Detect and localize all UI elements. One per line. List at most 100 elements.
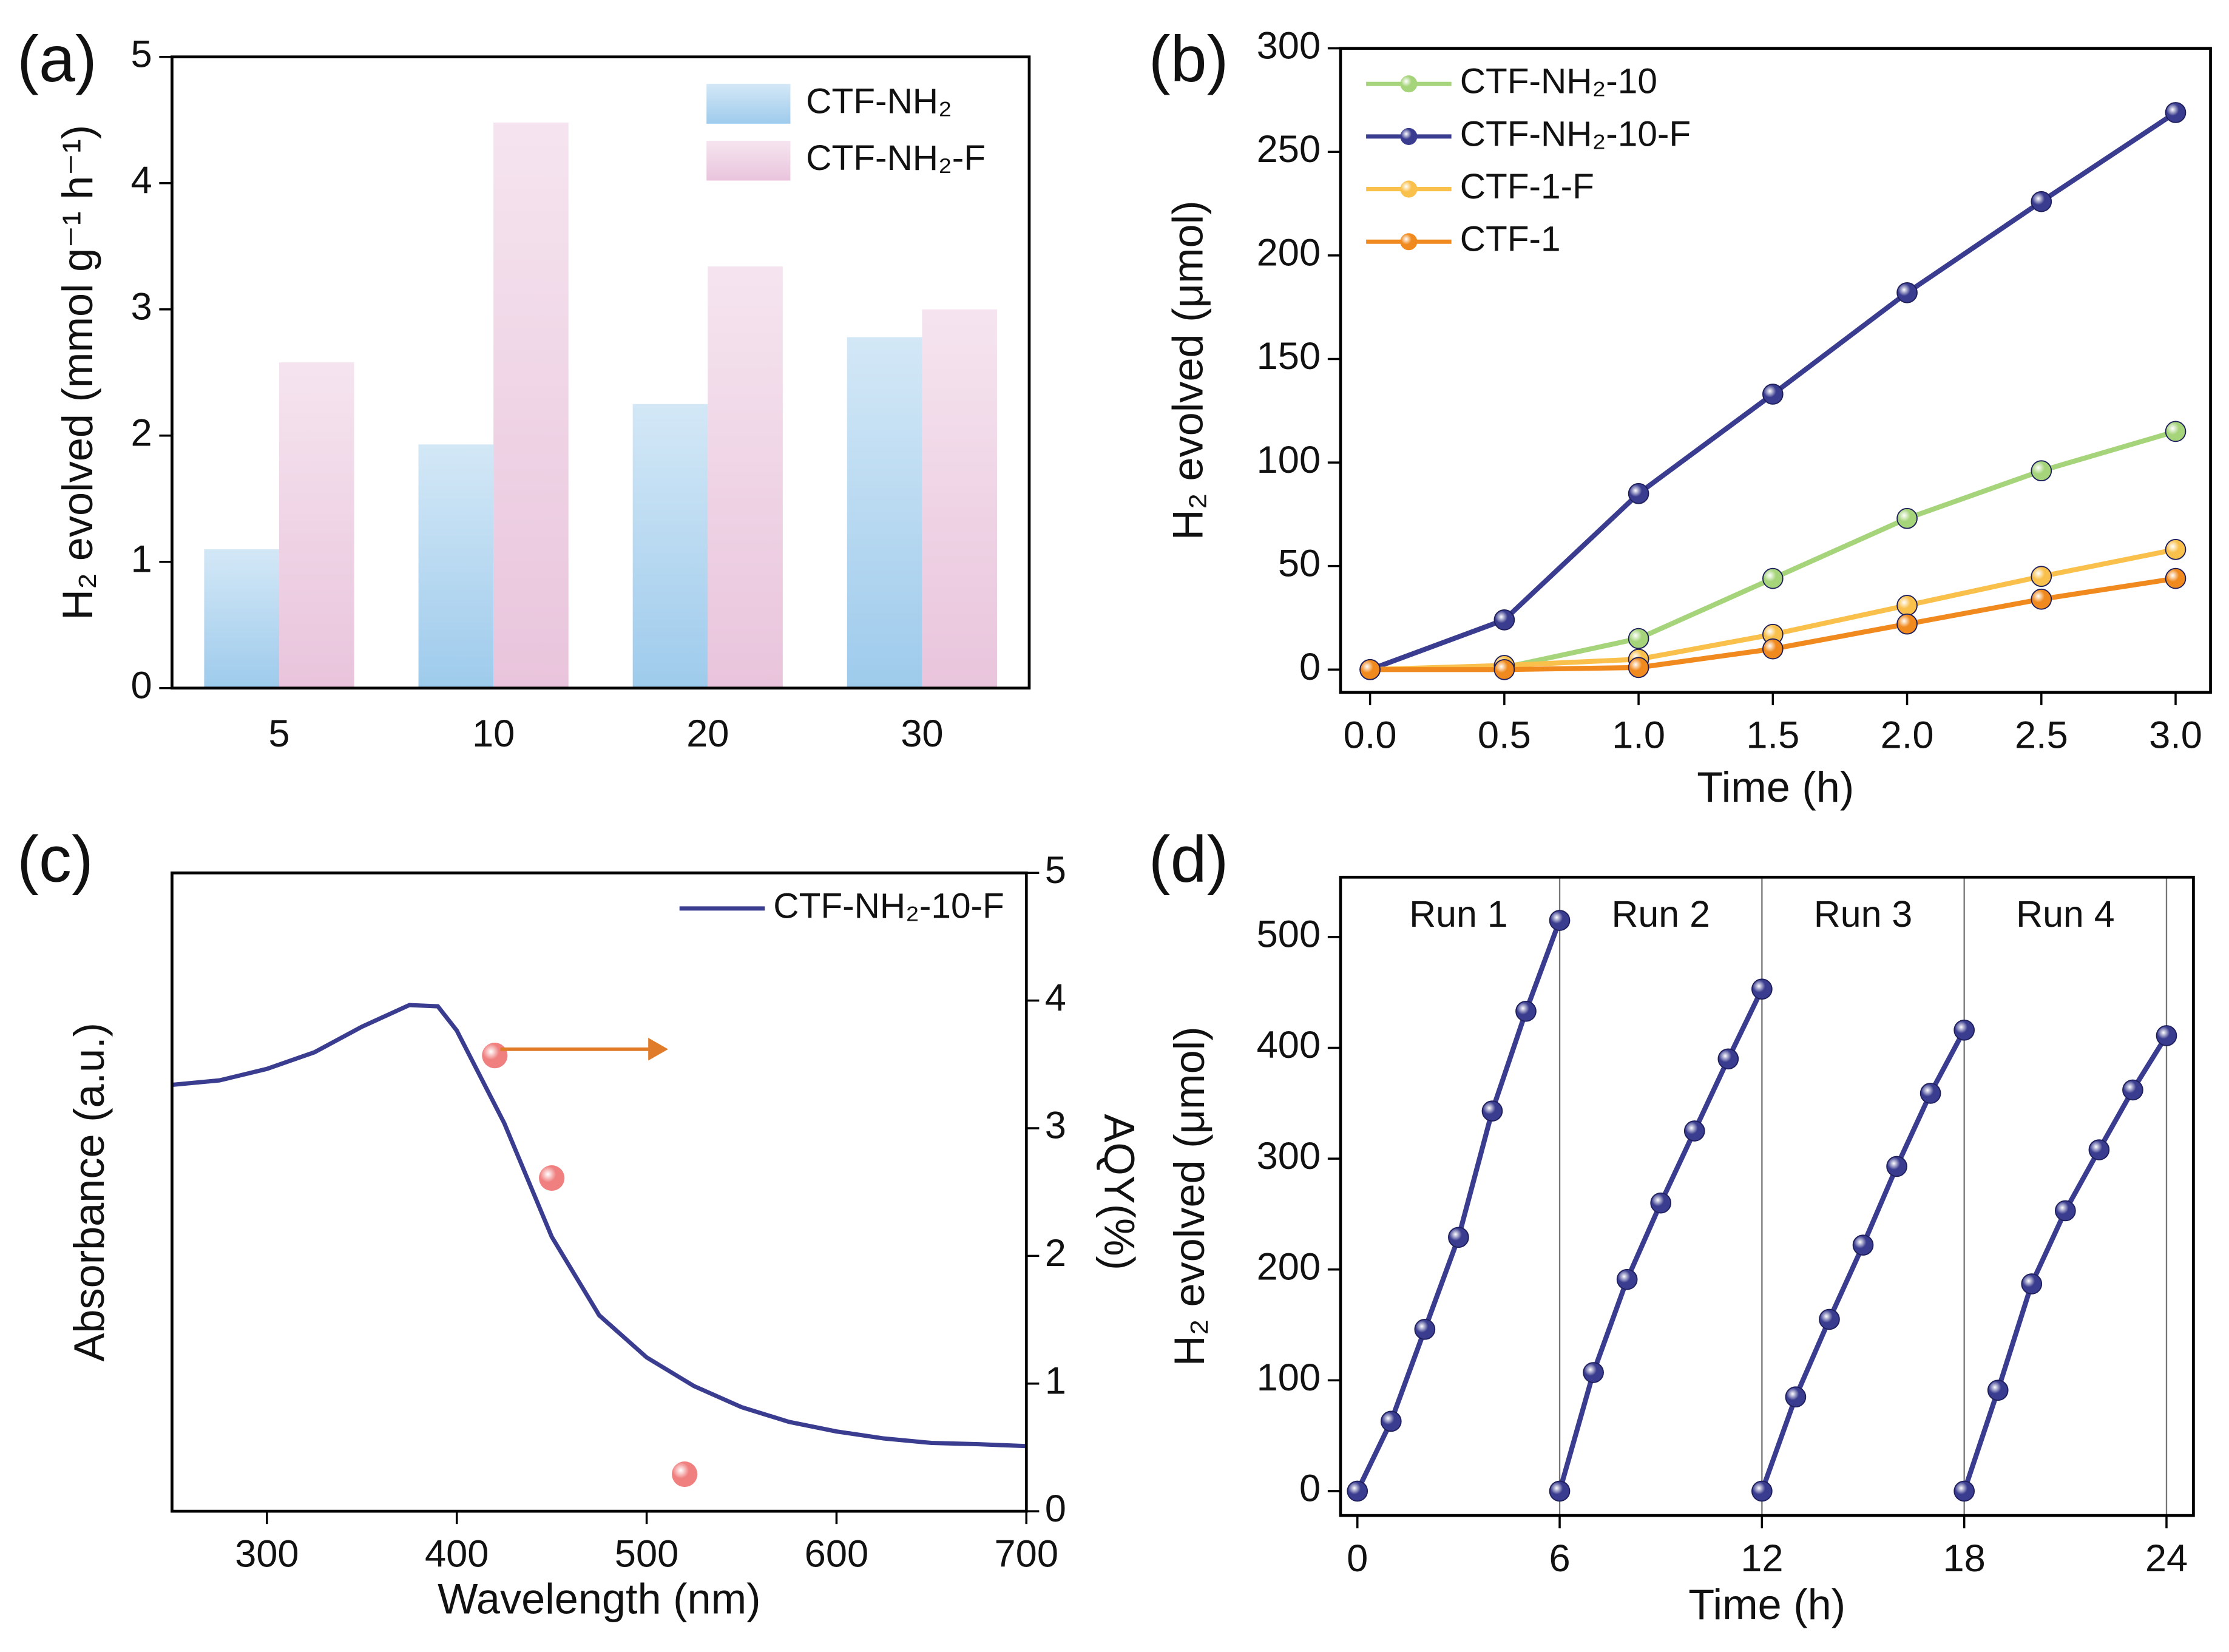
x-tick-label: 24 (2145, 1537, 2188, 1580)
data-point (2156, 1025, 2177, 1046)
y-axis-title: Absorbance (a.u.) (65, 1023, 113, 1362)
y2-tick-label: 3 (1045, 1105, 1066, 1147)
legend-marker (1400, 233, 1418, 251)
y-tick-label: 300 (1257, 1135, 1321, 1177)
bar (418, 444, 494, 688)
run-label: Run 4 (2016, 893, 2114, 935)
x-tick-label: 2.0 (1881, 714, 1934, 756)
plot-frame (171, 871, 1028, 1513)
data-point (2055, 1200, 2076, 1222)
data-point (1650, 1192, 1672, 1214)
legend-label: CTF-NH₂ (806, 81, 952, 121)
data-point (539, 1165, 565, 1191)
y-tick-label: 100 (1257, 1356, 1321, 1399)
x-tick-label: 5 (268, 713, 289, 755)
x-tick-label: 500 (615, 1533, 679, 1576)
data-point (1896, 595, 1918, 616)
x-tick-label: 0.5 (1478, 714, 1531, 756)
data-point (2031, 566, 2052, 587)
panel-label: (a) (17, 22, 97, 95)
panel-label: (d) (1149, 822, 1229, 896)
data-point (2088, 1139, 2110, 1160)
panel-label: (b) (1149, 22, 1229, 95)
data-point (1359, 658, 1381, 680)
data-point (1628, 628, 1649, 649)
data-point (1751, 1480, 1773, 1502)
y-tick-label: 2 (130, 411, 152, 454)
data-point (1886, 1156, 1907, 1177)
y-tick-label: 3 (130, 285, 152, 328)
x-tick-label: 18 (1943, 1537, 1986, 1580)
y-tick-label: 200 (1257, 1245, 1321, 1288)
y-axis-title: H₂ evolved (μmol) (1165, 1026, 1213, 1366)
data-point (1616, 1268, 1638, 1290)
data-point (1953, 1019, 1975, 1041)
data-point (1481, 1100, 1503, 1122)
data-point (1762, 567, 1784, 589)
data-point (2165, 421, 2187, 442)
legend-label: CTF-1-F (1460, 167, 1594, 206)
bar (279, 362, 354, 688)
series-line (1961, 1034, 2169, 1492)
data-point (1920, 1083, 1941, 1104)
x-tick-label: 600 (805, 1533, 869, 1576)
bar (847, 337, 922, 688)
data-point (1896, 507, 1918, 529)
y2-tick-label: 2 (1045, 1232, 1066, 1275)
data-point (1549, 910, 1571, 931)
y-tick-label: 0 (130, 664, 152, 706)
plot-frame (1339, 875, 2195, 1517)
y2-tick-label: 0 (1045, 1488, 1066, 1530)
x-tick-label: 700 (995, 1533, 1059, 1576)
bar (708, 266, 783, 688)
x-tick-label: 3.0 (2149, 714, 2202, 756)
y2-tick-label: 4 (1045, 977, 1066, 1019)
x-tick-label: 20 (686, 713, 729, 755)
data-point (1717, 1048, 1739, 1070)
x-tick-label: 400 (425, 1533, 489, 1576)
data-point (1953, 1480, 1975, 1502)
data-point (2031, 191, 2052, 212)
legend-marker (1400, 75, 1418, 93)
x-tick-label: 6 (1549, 1537, 1570, 1580)
data-point (1751, 978, 1773, 1000)
legend-label: CTF-NH₂-10 (1460, 62, 1657, 101)
data-point (1628, 482, 1649, 504)
y-tick-label: 1 (130, 538, 152, 580)
series-line (172, 1003, 1027, 1449)
legend-label: CTF-NH₂-10-F (1460, 114, 1691, 154)
x-axis-title: Time (h) (1697, 763, 1854, 811)
data-point (1987, 1379, 2009, 1401)
data-point (2021, 1273, 2043, 1295)
data-point (2165, 567, 2187, 589)
data-point (1785, 1386, 1807, 1408)
legend-label: CTF-NH₂-10-F (773, 886, 1004, 926)
data-point (1380, 1410, 1402, 1432)
data-point (1448, 1227, 1469, 1248)
x-tick-label: 300 (235, 1533, 299, 1576)
data-point (1852, 1234, 1874, 1256)
legend-marker (1400, 127, 1418, 145)
y2-tick-label: 1 (1045, 1359, 1066, 1402)
data-point (1762, 384, 1784, 405)
data-point (1493, 609, 1515, 631)
data-point (1762, 638, 1784, 660)
data-point (2165, 539, 2187, 560)
bar (922, 309, 997, 688)
arrow-head (648, 1038, 668, 1061)
data-point (2031, 588, 2052, 610)
data-point (1493, 658, 1515, 680)
data-point (1583, 1362, 1604, 1383)
x-tick-label: 2.5 (2015, 714, 2068, 756)
y-tick-label: 200 (1257, 232, 1321, 274)
x-axis-title: Time (h) (1688, 1580, 1845, 1628)
panel-label: (c) (17, 822, 93, 896)
data-point (2031, 460, 2052, 482)
run-label: Run 2 (1611, 893, 1710, 935)
y-tick-label: 250 (1257, 128, 1321, 171)
x-tick-label: 10 (472, 713, 515, 755)
data-point (1896, 613, 1918, 635)
data-point (672, 1461, 698, 1488)
y-tick-label: 0 (1299, 646, 1321, 688)
